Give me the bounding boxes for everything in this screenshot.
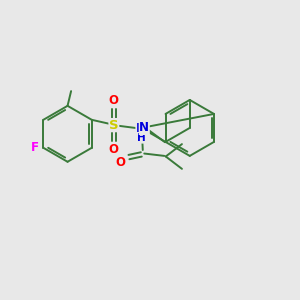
Text: O: O — [116, 156, 126, 169]
Text: N: N — [139, 122, 149, 134]
Text: S: S — [109, 118, 119, 132]
Text: N: N — [136, 122, 146, 135]
Text: O: O — [109, 94, 119, 107]
Text: F: F — [31, 141, 39, 154]
Text: H: H — [136, 133, 145, 143]
Text: O: O — [109, 143, 119, 156]
